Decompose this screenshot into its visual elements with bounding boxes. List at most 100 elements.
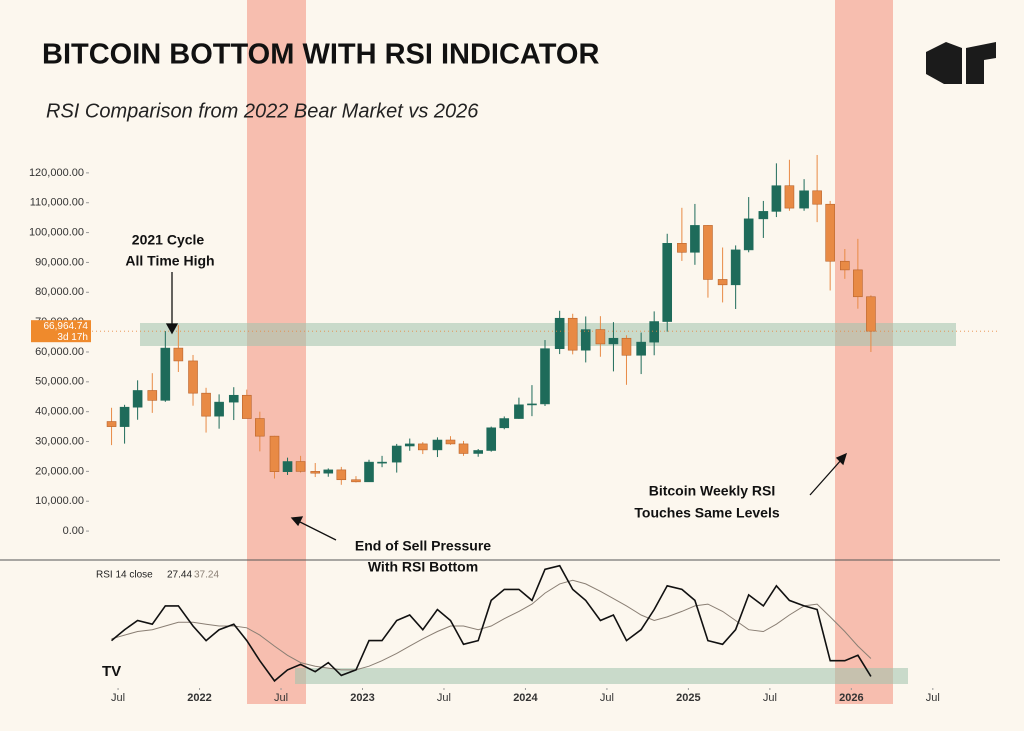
candle-body <box>214 401 224 417</box>
candle-body <box>323 469 334 474</box>
rsi-legend-value: 37.24 <box>194 570 219 581</box>
y-tick-label: 50,000.00 <box>35 376 84 388</box>
y-tick-label: 90,000.00 <box>35 256 84 268</box>
candle-body <box>295 461 306 472</box>
arrow <box>297 520 337 541</box>
x-tick-label: Jul <box>600 692 614 704</box>
candle-body <box>432 439 443 451</box>
logo <box>926 42 996 84</box>
annotation: With RSI Bottom <box>368 559 478 575</box>
y-tick-label: 10,000.00 <box>35 495 84 507</box>
candle-body <box>255 418 265 437</box>
candle-body <box>499 418 510 429</box>
candle-body <box>812 190 822 205</box>
candle-body <box>825 203 835 262</box>
x-tick-label: 2024 <box>513 692 538 704</box>
chart-subtitle: RSI Comparison from 2022 Bear Market vs … <box>46 100 479 122</box>
arrow-head <box>835 452 848 466</box>
x-tick-label: 2022 <box>187 692 211 704</box>
candle-body <box>473 450 483 454</box>
candle-body <box>717 279 728 286</box>
y-tick-label: 0.00 <box>63 525 84 537</box>
candle-body <box>580 329 591 351</box>
highlight-band <box>835 0 893 704</box>
candle-body <box>351 479 361 483</box>
support-zone <box>140 323 956 346</box>
candle-body <box>106 421 117 427</box>
y-tick-label: 20,000.00 <box>35 465 84 477</box>
candle-body <box>662 243 673 322</box>
rsi-legend-label: RSI 14 close <box>96 570 153 581</box>
rsi-zone <box>295 668 908 684</box>
candle-body <box>241 394 252 419</box>
x-tick-label: Jul <box>111 692 125 704</box>
arrow-head <box>290 516 304 527</box>
x-tick-label: 2026 <box>839 692 863 704</box>
candle-body <box>743 218 754 251</box>
candle-body <box>649 321 659 343</box>
candle-body <box>677 243 687 253</box>
candle-body <box>853 269 863 298</box>
candle-body <box>799 190 809 209</box>
rsi-line <box>110 564 872 683</box>
candle-body <box>201 392 211 417</box>
candle-body <box>445 439 456 445</box>
logo-shape <box>926 42 962 84</box>
candle-body <box>173 347 184 362</box>
rsi-legend-value: 27.44 <box>167 570 192 581</box>
candle-body <box>784 185 795 209</box>
x-tick-label: Jul <box>926 692 940 704</box>
candle-body <box>540 348 550 405</box>
x-tick-label: 2025 <box>676 692 700 704</box>
y-tick-label: 40,000.00 <box>35 406 84 418</box>
candle-body <box>621 337 632 356</box>
last-price-label: 66,964.74 <box>44 321 89 332</box>
y-tick-label: 30,000.00 <box>35 435 84 447</box>
annotation: Touches Same Levels <box>634 505 779 521</box>
highlight-band <box>247 0 306 704</box>
y-tick-label: 110,000.00 <box>30 197 84 209</box>
candle-body <box>595 329 606 345</box>
candle-body <box>282 461 293 472</box>
candle-body <box>486 427 497 451</box>
candle-body <box>188 360 198 394</box>
candle-body <box>758 211 769 220</box>
candle-body <box>160 347 171 401</box>
annotation: Bitcoin Weekly RSI <box>649 483 776 499</box>
candle-body <box>147 390 158 401</box>
x-tick-label: Jul <box>437 692 451 704</box>
candle-body <box>771 185 782 212</box>
candle-body <box>364 461 374 483</box>
candle-body <box>132 390 143 408</box>
candle-body <box>391 445 402 463</box>
candle-body <box>636 341 646 356</box>
y-tick-label: 100,000.00 <box>29 226 84 238</box>
countdown-label: 3d 17h <box>57 332 88 343</box>
candle-body <box>527 403 537 406</box>
y-tick-label: 120,000.00 <box>29 167 84 179</box>
candle-body <box>567 317 578 351</box>
candle-body <box>336 469 347 481</box>
candle-body <box>228 394 239 403</box>
arrow <box>809 458 843 496</box>
arrows <box>165 272 848 541</box>
candle-body <box>554 317 565 349</box>
candle-body <box>730 249 741 286</box>
y-tick-label: 80,000.00 <box>35 286 84 298</box>
candle-body <box>703 225 713 280</box>
candle-body <box>404 443 415 447</box>
candle-body <box>458 443 469 454</box>
candle-body <box>119 406 130 427</box>
annotation: All Time High <box>125 253 214 269</box>
rsi-line <box>111 579 872 671</box>
annotation: End of Sell Pressure <box>355 538 491 554</box>
candle-body <box>866 296 876 332</box>
candle-body <box>417 443 428 451</box>
x-tick-label: Jul <box>763 692 777 704</box>
candle-body <box>310 471 321 474</box>
candle-body <box>377 461 387 464</box>
annotation: 2021 Cycle <box>132 232 205 248</box>
candle-body <box>840 260 850 271</box>
chart-title: BITCOIN BOTTOM WITH RSI INDICATOR <box>42 39 599 71</box>
